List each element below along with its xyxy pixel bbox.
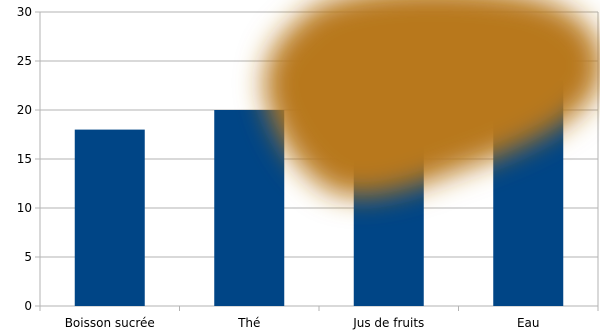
- y-tick-labels: 0 5 10 15 20 25 30: [17, 5, 32, 313]
- bar: [74, 129, 145, 306]
- y-tick-label: 5: [24, 250, 32, 264]
- y-tick-label: 15: [17, 152, 32, 166]
- y-tick-label: 25: [17, 54, 32, 68]
- y-tick-label: 0: [24, 299, 32, 313]
- x-tick-label: Jus de fruits: [352, 316, 424, 330]
- x-tick-labels: Boisson sucrée Thé Jus de fruits Eau: [65, 316, 540, 330]
- occluding-blob: [264, 0, 600, 197]
- x-tick-label: Boisson sucrée: [65, 316, 155, 330]
- y-tick-label: 30: [17, 5, 32, 19]
- y-tick-label: 10: [17, 201, 32, 215]
- overlay-blob: [264, 0, 600, 197]
- x-tick-label: Eau: [517, 316, 540, 330]
- x-tick-label: Thé: [237, 316, 260, 330]
- y-tick-label: 20: [17, 103, 32, 117]
- bar: [214, 110, 285, 306]
